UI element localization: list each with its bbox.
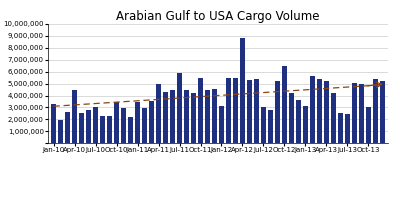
Bar bbox=[261, 107, 266, 143]
Bar bbox=[303, 106, 308, 143]
Bar bbox=[310, 76, 315, 143]
Bar bbox=[296, 100, 301, 143]
Bar bbox=[191, 93, 196, 143]
Title: Arabian Gulf to USA Cargo Volume: Arabian Gulf to USA Cargo Volume bbox=[116, 10, 320, 23]
Bar bbox=[65, 112, 70, 143]
Bar bbox=[380, 81, 385, 143]
Bar bbox=[366, 107, 371, 143]
Bar bbox=[51, 104, 56, 143]
Bar bbox=[58, 120, 63, 143]
Bar bbox=[359, 84, 364, 143]
Bar bbox=[219, 106, 224, 143]
Bar bbox=[212, 89, 217, 143]
Bar bbox=[373, 79, 378, 143]
Bar bbox=[170, 90, 175, 143]
Bar bbox=[338, 113, 343, 143]
Bar bbox=[233, 78, 238, 143]
Bar bbox=[93, 107, 98, 143]
Bar bbox=[282, 66, 287, 143]
Bar bbox=[198, 78, 203, 143]
Bar bbox=[156, 84, 161, 143]
Bar bbox=[247, 80, 252, 143]
Bar bbox=[226, 78, 231, 143]
Bar bbox=[107, 116, 112, 143]
Bar bbox=[268, 110, 273, 143]
Bar bbox=[240, 38, 245, 143]
Bar bbox=[352, 83, 357, 143]
Bar bbox=[317, 79, 322, 143]
Bar bbox=[205, 90, 210, 143]
Bar bbox=[177, 73, 182, 143]
Bar bbox=[114, 102, 119, 143]
Bar bbox=[254, 79, 259, 143]
Bar bbox=[289, 93, 294, 143]
Bar bbox=[275, 81, 280, 143]
Bar bbox=[163, 92, 168, 143]
Bar bbox=[128, 117, 133, 143]
Bar bbox=[331, 93, 336, 143]
Bar bbox=[135, 102, 140, 143]
Bar bbox=[184, 90, 189, 143]
Bar bbox=[86, 110, 91, 143]
Bar bbox=[72, 90, 77, 143]
Bar bbox=[345, 114, 350, 143]
Y-axis label: Tons/Month: Tons/Month bbox=[0, 60, 2, 107]
Bar bbox=[149, 101, 154, 143]
Bar bbox=[121, 108, 126, 143]
Bar bbox=[142, 108, 147, 143]
Bar bbox=[79, 113, 84, 143]
Bar bbox=[324, 81, 329, 143]
Bar bbox=[100, 116, 105, 143]
